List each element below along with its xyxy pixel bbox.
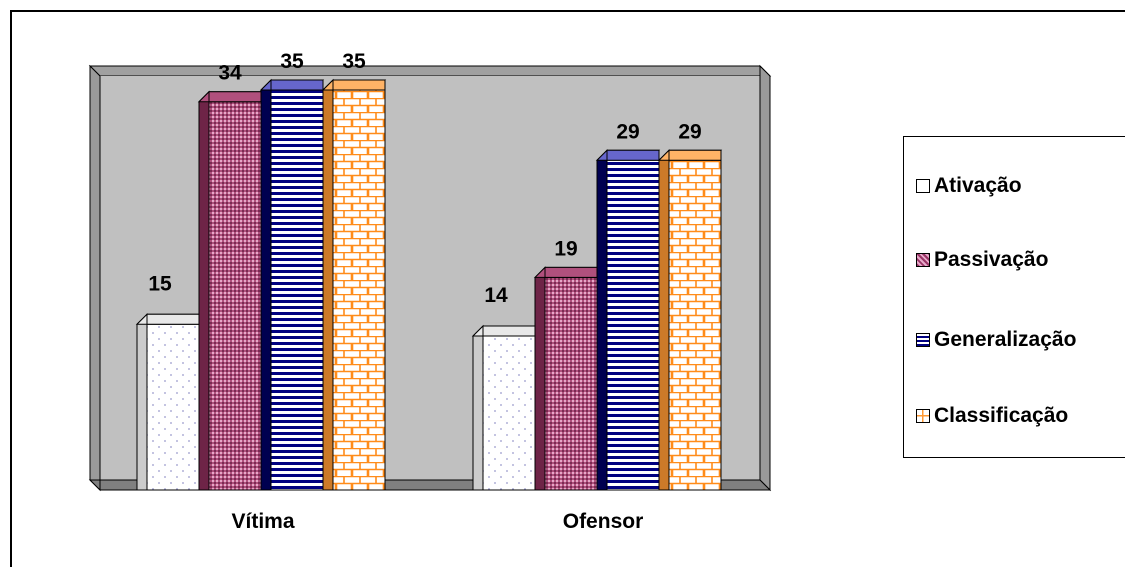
bar-vítima-ativação-cap bbox=[146, 313, 200, 325]
bar-vítima-classificação-side bbox=[322, 78, 334, 491]
legend: Ativação Passivação Generalização Classi… bbox=[903, 136, 1125, 458]
bar-vítima-passivação-value-label: 34 bbox=[218, 62, 242, 85]
bar-vítima-generalização-value-label: 35 bbox=[280, 50, 304, 73]
legend-swatch-ativacao bbox=[916, 179, 930, 193]
legend-swatch-generalizacao bbox=[916, 333, 930, 347]
bar-ofensor-classificação-cap bbox=[668, 149, 722, 161]
legend-label-passivacao: Passivação bbox=[934, 248, 1049, 271]
bar-vítima-ativação-side bbox=[136, 313, 148, 491]
bar-vítima-generalização-cap bbox=[270, 79, 324, 91]
bar-ofensor-passivação-value-label: 19 bbox=[554, 237, 577, 260]
bar-ofensor-generalização bbox=[595, 149, 661, 491]
legend-item-passivacao: Passivação bbox=[916, 247, 1048, 273]
bar-ofensor-passivação-side bbox=[534, 266, 546, 491]
bar-ofensor-passivação-front bbox=[544, 276, 598, 491]
bar-ofensor-ativação-side bbox=[472, 324, 484, 491]
category-label-vitima: Vítima bbox=[231, 510, 294, 533]
bar-vítima-passivação bbox=[197, 90, 263, 491]
bar-vítima-classificação-front bbox=[332, 89, 386, 491]
bar-ofensor-passivação-cap bbox=[544, 266, 598, 278]
bar-vítima-classificação-cap bbox=[332, 79, 386, 91]
legend-item-generalizacao: Generalização bbox=[916, 327, 1076, 353]
bar-ofensor-classificação bbox=[657, 149, 723, 491]
bar-vítima-passivação-side bbox=[198, 90, 210, 491]
bar-ofensor-generalização-cap bbox=[606, 149, 660, 161]
legend-label-generalizacao: Generalização bbox=[934, 328, 1077, 351]
bar-ofensor-ativação-value-label: 14 bbox=[484, 284, 508, 307]
bar-vítima-classificação bbox=[321, 78, 387, 491]
bar-ofensor-ativação-cap bbox=[482, 325, 536, 337]
bar-vítima-ativação bbox=[135, 313, 201, 491]
bar-ofensor-generalização-front bbox=[606, 159, 660, 491]
bar-vítima-ativação-value-label: 15 bbox=[148, 272, 172, 295]
bar-ofensor-classificação-side bbox=[658, 149, 670, 491]
bar-vítima-classificação-value-label: 35 bbox=[342, 50, 366, 73]
bar-vítima-passivação-front bbox=[208, 101, 262, 491]
legend-swatch-classificacao bbox=[916, 409, 930, 423]
bar-vítima-generalização-side bbox=[260, 78, 272, 491]
value-labels: 15 34 35 35 14 19 29 29 bbox=[148, 50, 701, 307]
bar-ofensor-ativação-front bbox=[482, 335, 536, 491]
bar-vítima-generalização bbox=[259, 78, 325, 491]
bar-ofensor-generalização-side bbox=[596, 149, 608, 491]
legend-swatch-passivacao bbox=[916, 253, 930, 267]
legend-item-classificacao: Classificação bbox=[916, 403, 1068, 429]
bar-ofensor-classificação-front bbox=[668, 159, 722, 491]
bar-vítima-ativação-front bbox=[146, 323, 200, 491]
legend-label-ativacao: Ativação bbox=[934, 174, 1022, 197]
bar-vítima-passivação-cap bbox=[208, 91, 262, 103]
legend-item-ativacao: Ativação bbox=[916, 173, 1022, 199]
bar-ofensor-classificação-value-label: 29 bbox=[678, 120, 701, 143]
category-label-ofensor: Ofensor bbox=[563, 510, 644, 533]
bar-ofensor-generalização-value-label: 29 bbox=[616, 120, 639, 143]
legend-label-classificacao: Classificação bbox=[934, 404, 1069, 427]
bar-ofensor-ativação bbox=[471, 324, 537, 491]
bar-ofensor-passivação bbox=[533, 266, 599, 491]
bars-group bbox=[135, 78, 723, 491]
bar-vítima-generalização-front bbox=[270, 89, 324, 491]
